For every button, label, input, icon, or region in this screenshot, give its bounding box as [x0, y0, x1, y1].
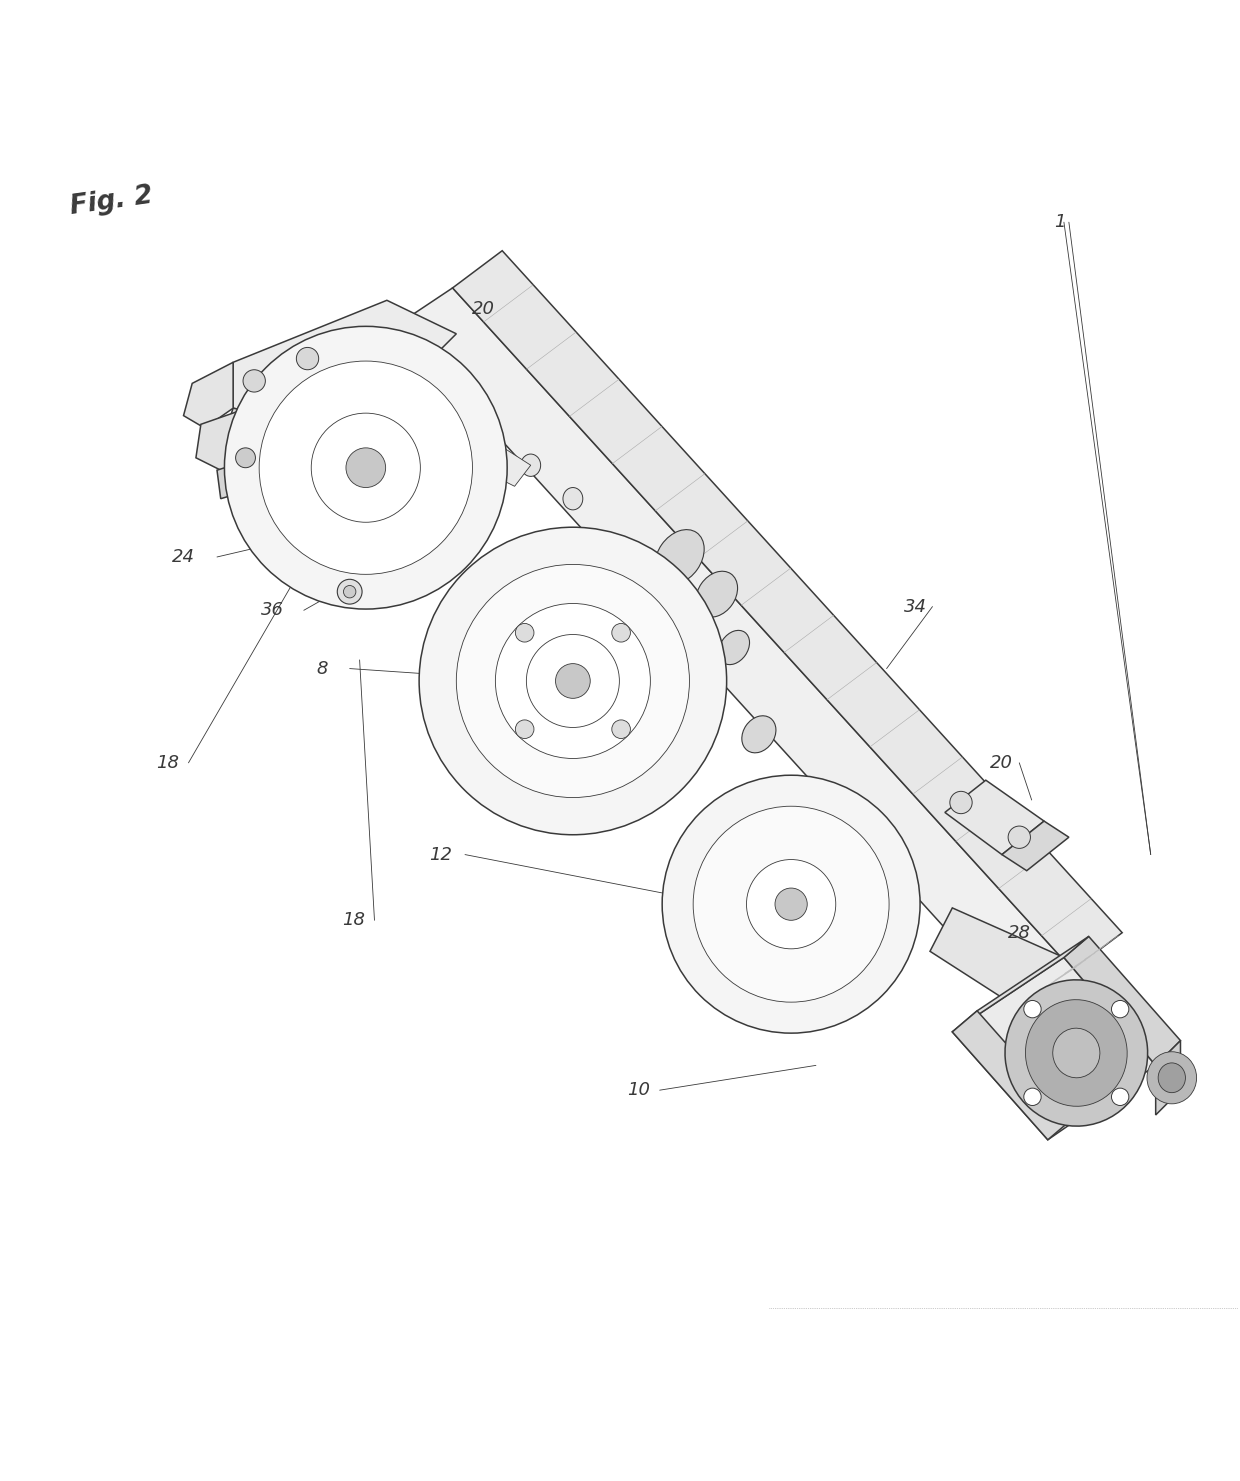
Ellipse shape [419, 527, 727, 835]
Polygon shape [337, 370, 370, 416]
Ellipse shape [337, 579, 362, 604]
Ellipse shape [1158, 1063, 1185, 1093]
Ellipse shape [950, 791, 972, 813]
Polygon shape [952, 958, 1156, 1140]
Polygon shape [952, 1012, 1073, 1140]
Text: 1: 1 [1054, 213, 1066, 231]
Ellipse shape [496, 603, 650, 758]
Ellipse shape [719, 631, 749, 665]
Text: 10: 10 [627, 1081, 650, 1099]
Ellipse shape [311, 413, 420, 523]
Ellipse shape [1004, 980, 1148, 1126]
Ellipse shape [224, 326, 507, 609]
Ellipse shape [243, 370, 265, 392]
Polygon shape [952, 936, 1089, 1032]
Ellipse shape [1053, 1028, 1100, 1078]
Text: Fig. 2: Fig. 2 [68, 182, 155, 219]
Ellipse shape [516, 624, 534, 643]
Polygon shape [184, 363, 233, 428]
Polygon shape [453, 250, 1122, 970]
Text: 18: 18 [342, 911, 365, 929]
Ellipse shape [1008, 826, 1030, 849]
Ellipse shape [693, 806, 889, 1003]
Ellipse shape [259, 361, 472, 575]
Ellipse shape [236, 447, 255, 468]
Polygon shape [1064, 936, 1180, 1065]
Ellipse shape [1024, 1089, 1042, 1105]
Ellipse shape [1147, 1052, 1197, 1103]
Text: 28: 28 [1008, 924, 1030, 942]
Ellipse shape [516, 720, 534, 739]
Polygon shape [930, 908, 1064, 1007]
Text: 34: 34 [904, 597, 926, 616]
Ellipse shape [343, 585, 356, 598]
Polygon shape [233, 301, 456, 416]
Text: 8: 8 [316, 659, 329, 678]
Polygon shape [217, 446, 295, 499]
Text: 18: 18 [156, 754, 179, 772]
Ellipse shape [1025, 1000, 1127, 1106]
Ellipse shape [680, 656, 714, 696]
Ellipse shape [296, 348, 319, 370]
Polygon shape [196, 387, 312, 469]
Text: 36: 36 [262, 601, 284, 619]
Text: 12: 12 [429, 846, 451, 863]
Ellipse shape [1111, 1001, 1128, 1017]
Polygon shape [945, 780, 1044, 855]
Ellipse shape [746, 859, 836, 949]
Ellipse shape [742, 715, 776, 752]
Ellipse shape [1024, 1001, 1042, 1017]
Ellipse shape [456, 564, 689, 798]
Ellipse shape [526, 634, 620, 727]
Ellipse shape [346, 447, 386, 487]
Ellipse shape [655, 530, 704, 585]
Ellipse shape [611, 624, 630, 643]
Ellipse shape [563, 487, 583, 509]
Polygon shape [1017, 958, 1064, 1007]
Ellipse shape [556, 663, 590, 699]
Polygon shape [434, 428, 531, 493]
Text: 20: 20 [472, 301, 495, 318]
Text: 24: 24 [172, 548, 195, 566]
Ellipse shape [662, 775, 920, 1034]
Ellipse shape [1111, 1089, 1128, 1105]
Text: 20: 20 [991, 754, 1013, 772]
Polygon shape [221, 409, 270, 453]
Ellipse shape [696, 572, 738, 618]
Polygon shape [397, 287, 1073, 1007]
Polygon shape [1002, 820, 1069, 871]
Polygon shape [1156, 1041, 1180, 1115]
Text: 38: 38 [1028, 1007, 1050, 1025]
Ellipse shape [775, 889, 807, 920]
Ellipse shape [521, 455, 541, 477]
Ellipse shape [611, 720, 630, 739]
